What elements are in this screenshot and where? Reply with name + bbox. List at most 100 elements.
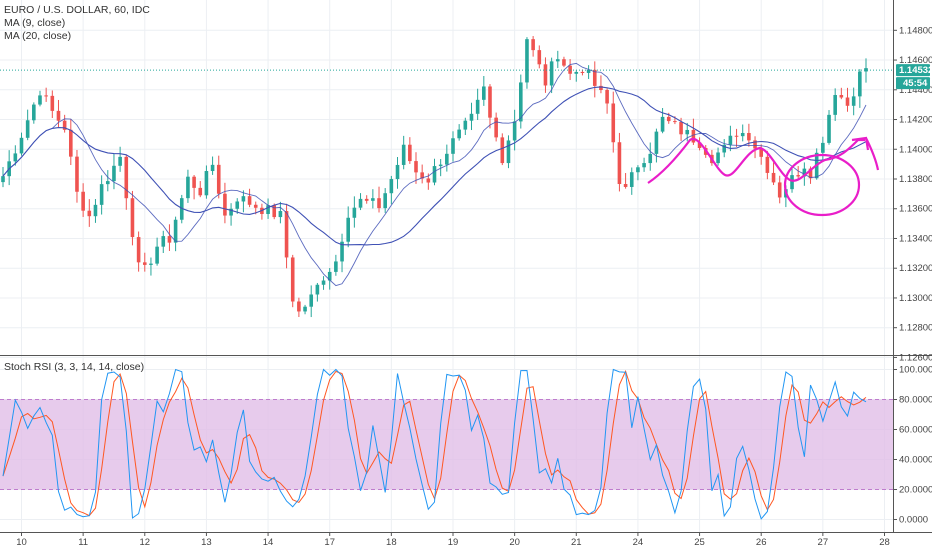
candle[interactable]	[371, 189, 375, 209]
candle-body[interactable]	[173, 219, 178, 243]
time-axis[interactable]: 10 11 12 13 14 17 18 19 20 21 24 25 26 27 28	[16, 532, 890, 548]
stoch-axis[interactable]: 100.0000 80.0000 60.0000 40.0000 20.0000 0.00…	[893, 365, 932, 526]
candle-body[interactable]	[25, 120, 30, 138]
candle[interactable]	[253, 201, 258, 215]
candle-body[interactable]	[629, 172, 634, 187]
candle-body[interactable]	[555, 59, 560, 62]
candle-body[interactable]	[297, 301, 301, 312]
candle-body[interactable]	[358, 198, 363, 208]
candle[interactable]	[290, 254, 295, 308]
candle-body[interactable]	[229, 208, 233, 216]
candle-body[interactable]	[512, 121, 517, 141]
candle-body[interactable]	[432, 166, 437, 183]
candle-body[interactable]	[241, 196, 246, 202]
candle[interactable]	[93, 199, 98, 223]
candle-body[interactable]	[660, 116, 665, 132]
candle-body[interactable]	[192, 176, 196, 188]
candle[interactable]	[740, 124, 745, 142]
candle-body[interactable]	[124, 156, 129, 199]
candle[interactable]	[364, 195, 369, 204]
candle[interactable]	[438, 159, 443, 177]
candle-body[interactable]	[438, 164, 443, 167]
candle-body[interactable]	[636, 167, 640, 173]
candle-body[interactable]	[445, 153, 449, 165]
candle-body[interactable]	[765, 156, 770, 173]
candle-body[interactable]	[648, 153, 653, 164]
candle-body[interactable]	[1, 176, 5, 183]
legend-ma-20[interactable]: MA (20, close)	[4, 30, 72, 42]
candle[interactable]	[229, 203, 233, 226]
candle-body[interactable]	[679, 122, 683, 135]
candle[interactable]	[297, 297, 301, 317]
candle-body[interactable]	[611, 103, 616, 143]
candle[interactable]	[660, 108, 665, 134]
candle-body[interactable]	[580, 71, 585, 73]
candle[interactable]	[821, 136, 825, 162]
candle[interactable]	[827, 110, 831, 145]
candle[interactable]	[223, 182, 227, 224]
candle-body[interactable]	[654, 131, 659, 154]
candle-body[interactable]	[99, 184, 104, 205]
candle-body[interactable]	[364, 198, 369, 201]
price-axis[interactable]: 1.14800 1.14600 1.14400 1.14200 1.14000 1.138…	[893, 25, 932, 363]
candle-body[interactable]	[617, 142, 622, 185]
candle-body[interactable]	[808, 168, 813, 179]
candle-body[interactable]	[377, 198, 381, 209]
candle[interactable]	[81, 183, 85, 217]
candle[interactable]	[482, 75, 486, 106]
candle[interactable]	[401, 135, 406, 170]
candle-body[interactable]	[414, 161, 418, 173]
candle-body[interactable]	[753, 140, 757, 149]
candle[interactable]	[845, 87, 850, 112]
candle[interactable]	[636, 165, 640, 181]
candle[interactable]	[642, 157, 646, 172]
candle[interactable]	[56, 99, 61, 128]
candle-body[interactable]	[771, 172, 776, 183]
candle[interactable]	[475, 88, 480, 120]
candle[interactable]	[728, 125, 733, 152]
candle[interactable]	[414, 152, 418, 184]
candle[interactable]	[796, 166, 800, 179]
candle-body[interactable]	[44, 95, 48, 97]
candle[interactable]	[555, 50, 560, 68]
stoch-title[interactable]: Stoch RSI (3, 3, 14, 14, close)	[4, 361, 145, 373]
candle[interactable]	[765, 150, 770, 180]
candle-body[interactable]	[247, 196, 252, 205]
candle[interactable]	[321, 276, 326, 290]
candle-body[interactable]	[223, 193, 227, 216]
candle-body[interactable]	[130, 198, 135, 238]
candle[interactable]	[586, 65, 591, 79]
candle-body[interactable]	[519, 82, 523, 122]
candle[interactable]	[25, 109, 30, 141]
candle-body[interactable]	[543, 64, 548, 86]
candle-body[interactable]	[525, 39, 529, 83]
candle-body[interactable]	[278, 211, 283, 218]
candle-body[interactable]	[463, 120, 468, 130]
candle[interactable]	[38, 90, 42, 107]
candle[interactable]	[592, 61, 597, 98]
candle-body[interactable]	[118, 156, 122, 166]
candle[interactable]	[272, 203, 277, 220]
candle-body[interactable]	[685, 129, 690, 135]
candle-body[interactable]	[346, 217, 350, 242]
candle[interactable]	[395, 157, 400, 189]
candle-body[interactable]	[290, 257, 295, 302]
candle-body[interactable]	[161, 236, 166, 247]
candle[interactable]	[266, 198, 270, 219]
candle-body[interactable]	[204, 171, 209, 196]
candle[interactable]	[340, 233, 344, 273]
candle-body[interactable]	[691, 129, 696, 143]
candle[interactable]	[654, 128, 659, 163]
candle-body[interactable]	[371, 198, 375, 201]
candle-body[interactable]	[562, 59, 566, 66]
candle-body[interactable]	[420, 172, 424, 179]
candle-body[interactable]	[605, 90, 609, 104]
candle-body[interactable]	[426, 178, 431, 183]
candle[interactable]	[204, 165, 209, 199]
candle[interactable]	[574, 70, 579, 82]
candle-body[interactable]	[586, 69, 591, 73]
candle[interactable]	[346, 206, 350, 248]
candle-body[interactable]	[105, 181, 110, 185]
candle[interactable]	[629, 167, 634, 195]
candle[interactable]	[235, 198, 240, 214]
